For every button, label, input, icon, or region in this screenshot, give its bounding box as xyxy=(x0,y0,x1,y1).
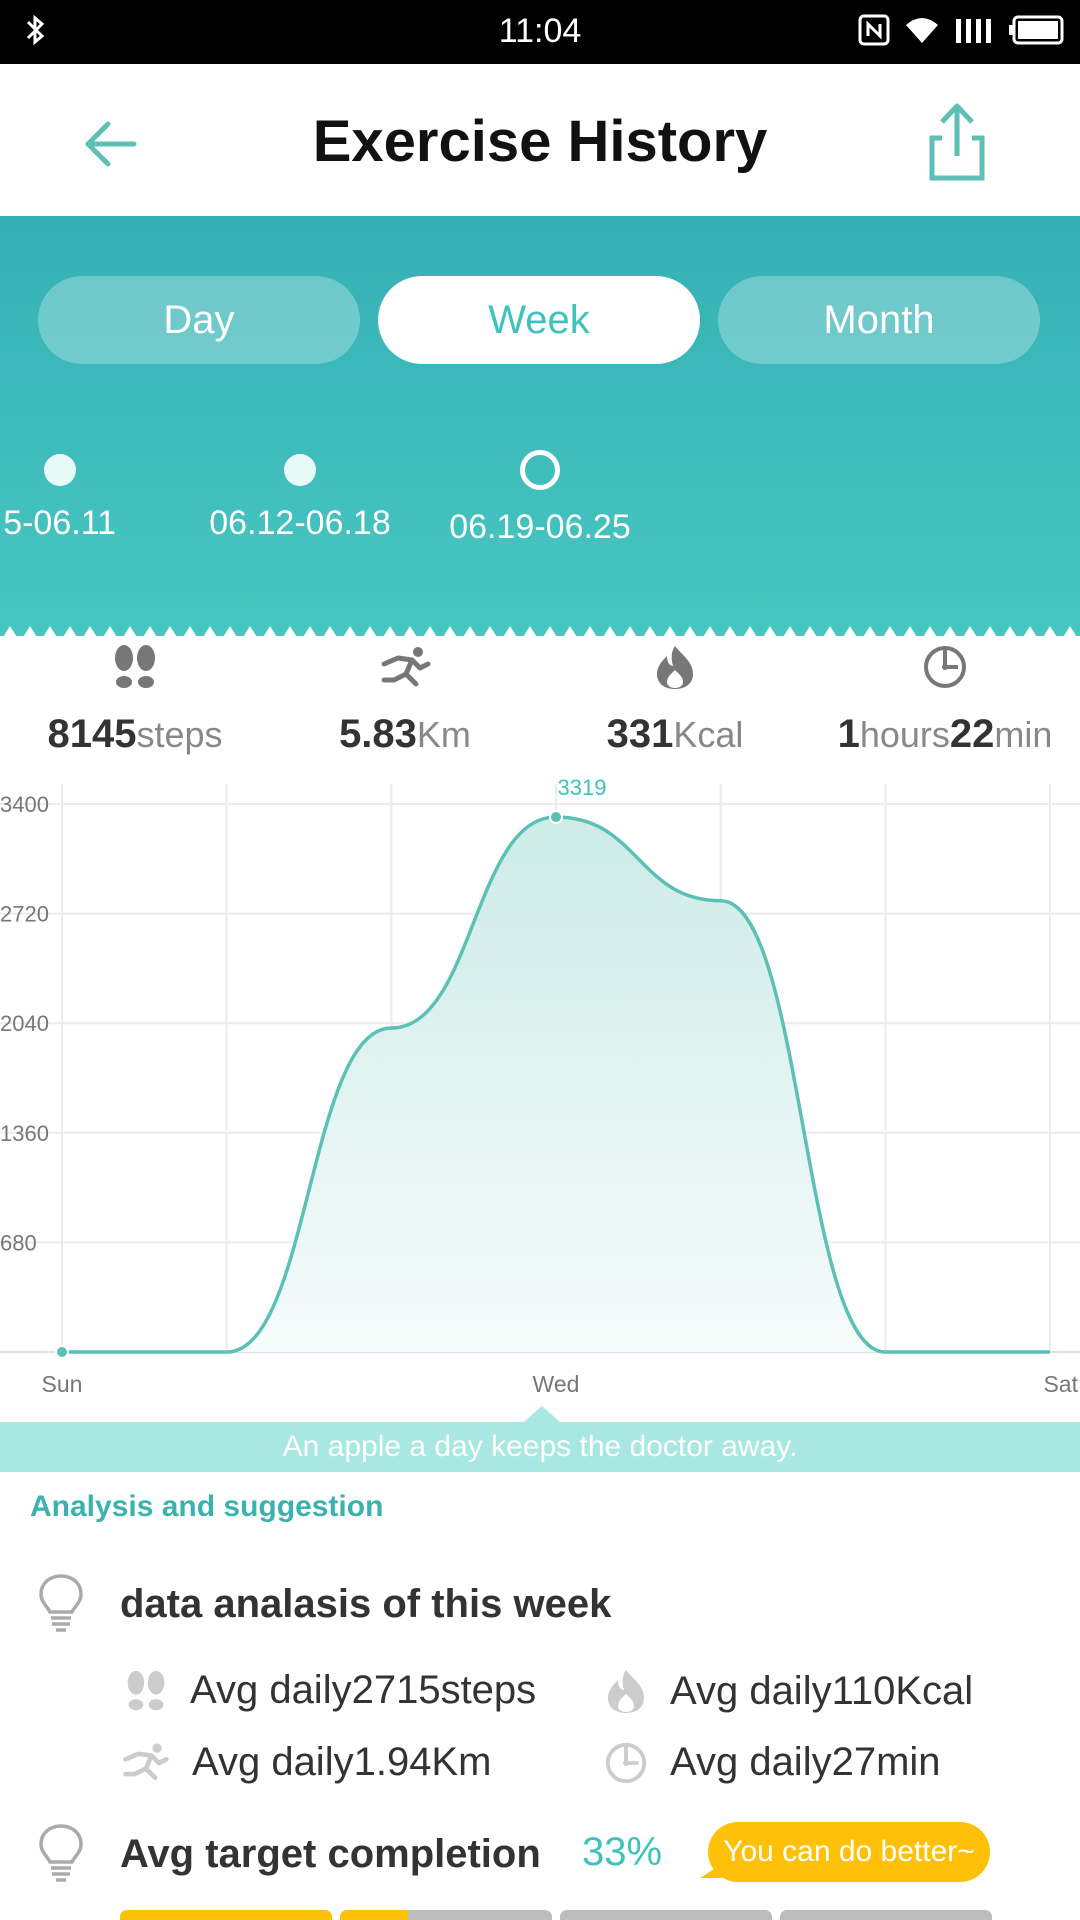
tab-week[interactable]: Week xyxy=(378,276,700,364)
suggestion-bubble: You can do better~ xyxy=(700,1822,990,1882)
lightbulb-icon xyxy=(39,1574,83,1632)
progress-segment xyxy=(120,1910,332,1920)
battery-icon xyxy=(1009,15,1064,45)
summary-stats: 8145steps 5.83Km 331Kcal 1hours22mi xyxy=(0,636,1080,766)
bluetooth-icon xyxy=(26,14,45,46)
week-dot xyxy=(284,454,316,486)
back-arrow-icon[interactable] xyxy=(80,112,144,176)
steps-unit: steps xyxy=(136,714,223,755)
avg-min: Avg daily27min xyxy=(604,1740,941,1785)
nfc-icon xyxy=(858,14,890,46)
chart-x-tick-label: Wed xyxy=(533,1371,580,1397)
minutes-unit: min xyxy=(994,714,1053,755)
clock-icon xyxy=(924,646,966,688)
footprints-icon xyxy=(115,645,155,688)
steps-value: 8145 xyxy=(47,712,137,756)
distance-value: 5.83 xyxy=(339,712,417,756)
footprints-icon xyxy=(127,1670,165,1710)
zigzag-divider xyxy=(0,626,1080,642)
week-label: 06.12-06.18 xyxy=(209,504,391,542)
avg-km-text: Avg daily1.94Km xyxy=(192,1740,492,1784)
calories-unit: Kcal xyxy=(673,714,744,755)
avg-kcal: Avg daily110Kcal xyxy=(604,1668,973,1714)
chart-x-tick-label: Sun xyxy=(42,1371,83,1397)
app-header: Exercise History xyxy=(0,64,1080,216)
progress-segment xyxy=(560,1910,772,1920)
calories-value: 331 xyxy=(606,712,674,756)
week-label: 06.19-06.25 xyxy=(449,508,631,546)
week-item-selected[interactable]: 06.19-06.25 xyxy=(440,440,640,547)
signal-icon xyxy=(956,19,991,43)
period-tabs: Day Week Month xyxy=(38,276,1042,364)
share-icon[interactable] xyxy=(922,102,992,182)
status-bar: 11:04 xyxy=(0,0,1080,64)
analysis-section-title: Analysis and suggestion xyxy=(30,1490,384,1523)
week-analysis-title: data analasis of this week xyxy=(120,1582,612,1626)
chart-y-tick-label: 1360 xyxy=(0,1121,49,1146)
chart-y-tick-label: 2040 xyxy=(0,1011,49,1036)
stat-steps: 8145steps xyxy=(0,636,270,757)
tab-day[interactable]: Day xyxy=(38,276,360,364)
progress-segment xyxy=(780,1910,992,1920)
avg-steps-text: Avg daily2715steps xyxy=(190,1668,537,1712)
stat-duration: 1hours22min xyxy=(810,636,1080,757)
target-completion-percent: 33% xyxy=(582,1830,663,1874)
stat-calories: 331Kcal xyxy=(540,636,810,757)
flame-icon xyxy=(608,1670,644,1713)
avg-km: Avg daily1.94Km xyxy=(120,1740,491,1785)
suggestion-text: You can do better~ xyxy=(723,1835,975,1868)
wifi-icon xyxy=(906,18,938,43)
clock-icon xyxy=(605,1742,647,1783)
tab-month[interactable]: Month xyxy=(718,276,1040,364)
week-item[interactable]: 5-06.11 xyxy=(0,440,124,543)
hours-value: 1 xyxy=(837,712,860,756)
stat-distance: 5.83Km xyxy=(270,636,540,757)
week-item[interactable]: 06.12-06.18 xyxy=(200,440,400,543)
running-icon xyxy=(123,1743,169,1780)
chart-x-tick-label: Sat xyxy=(1043,1371,1078,1397)
page-title: Exercise History xyxy=(312,109,768,174)
avg-min-text: Avg daily27min xyxy=(670,1740,941,1784)
quote-text: An apple a day keeps the doctor away. xyxy=(282,1430,798,1463)
progress-segment xyxy=(340,1910,552,1920)
steps-area-chart: 3400 2720 2040 1360 680 3319 Sun Wed Sat xyxy=(0,775,1080,1397)
week-label: 5-06.11 xyxy=(3,504,116,542)
target-completion-title: Avg target completion xyxy=(120,1832,541,1876)
chart-data-point xyxy=(55,1345,69,1359)
running-icon xyxy=(381,647,431,687)
flame-icon xyxy=(657,646,693,689)
lightbulb-icon xyxy=(39,1824,83,1882)
week-selector: 5-06.11 06.12-06.18 06.19-06.25 xyxy=(0,440,1080,560)
quote-bar: An apple a day keeps the doctor away. xyxy=(0,1406,1080,1472)
chart-peak-label: 3319 xyxy=(558,775,607,800)
hours-unit: hours xyxy=(859,714,950,755)
chart-y-tick-label: 3400 xyxy=(0,792,49,817)
chart-area-fill xyxy=(62,817,1050,1352)
quote-pointer xyxy=(524,1406,560,1422)
status-time: 11:04 xyxy=(498,12,582,50)
week-selected-ring xyxy=(520,450,560,490)
week-dot xyxy=(44,454,76,486)
distance-unit: Km xyxy=(416,714,471,755)
avg-steps: Avg daily2715steps xyxy=(124,1668,536,1713)
minutes-value: 22 xyxy=(949,712,995,756)
avg-kcal-text: Avg daily110Kcal xyxy=(670,1668,974,1713)
chart-data-point xyxy=(549,810,563,825)
chart-y-tick-label: 680 xyxy=(0,1230,37,1255)
chart-y-tick-label: 2720 xyxy=(0,902,49,927)
